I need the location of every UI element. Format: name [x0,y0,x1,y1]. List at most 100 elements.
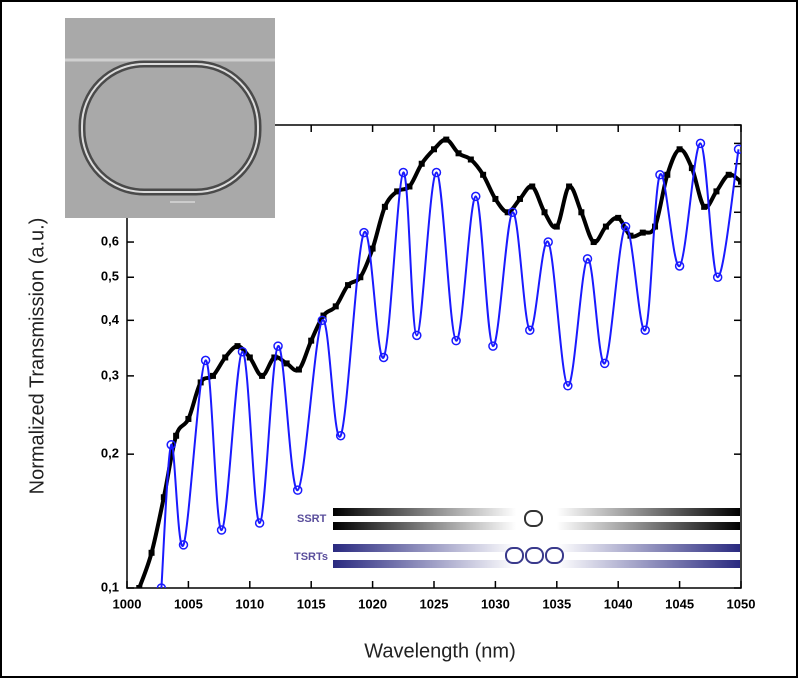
data-point [713,188,720,195]
data-point [246,354,253,361]
data-point [471,191,481,202]
data-point [412,330,422,341]
data-point [541,209,548,216]
x-tick-label: 1020 [358,596,387,611]
data-point [173,432,180,439]
data-point [259,372,266,379]
ring [525,547,544,564]
data-point [725,171,732,178]
data-point [209,372,216,379]
data-point [308,337,315,344]
y-tick-label: 0,3 [101,367,119,382]
data-point [394,188,401,195]
data-point [640,325,650,335]
data-point [295,366,302,373]
data-point [688,165,695,172]
data-point [156,583,167,588]
data-point [406,183,413,190]
data-point [599,358,610,369]
data-point [200,355,211,366]
data-point [674,261,685,271]
data-point [271,354,278,361]
data-point [254,518,265,528]
data-layer [136,136,741,588]
y-tick-label: 0,6 [101,233,119,248]
data-point [455,150,462,157]
y-tick-label: 0,5 [101,269,119,284]
data-point [345,282,352,289]
data-point [451,335,461,346]
series-line [160,142,740,588]
data-point [332,303,339,310]
data-point [701,203,708,210]
data-point [320,312,327,319]
data-point [733,144,741,155]
x-tick-label: 1045 [665,596,694,611]
sem-image [65,18,275,218]
x-tick-label: 1005 [174,596,203,611]
data-point [369,245,376,252]
y-tick-label: 0,1 [101,579,119,594]
x-tick-label: 1040 [604,596,633,611]
data-point [381,203,388,210]
data-point [317,315,328,326]
data-point [712,272,723,282]
y-axis-label: Normalized Transmission (a.u.) [26,218,48,495]
x-tick-label: 1035 [542,596,571,611]
y-tick-label: 0,4 [101,312,120,327]
x-tick-label: 1000 [113,596,142,611]
data-point [655,170,665,180]
data-point [488,341,498,351]
data-point [160,494,167,501]
data-point [516,195,523,202]
data-point [480,171,487,178]
racetrack-edge [81,63,259,193]
ring [524,510,543,527]
legend: SSRT TSRTs [294,508,740,568]
ring [545,547,564,564]
data-point [166,439,176,450]
data-point [620,221,631,232]
data-point [582,254,593,264]
data-point [431,146,437,153]
legend-label: SSRT [297,513,327,525]
x-tick-label: 1025 [420,596,449,611]
data-point [398,167,409,178]
data-point [695,138,706,149]
data-point [529,183,536,190]
data-point [615,214,622,221]
data-point [359,227,369,238]
data-point [639,229,646,236]
ring [505,547,524,564]
data-point [467,156,474,163]
data-point [563,381,573,391]
data-point [378,352,389,363]
data-point [553,223,560,230]
data-point [335,431,346,441]
data-point [283,360,290,367]
data-point [292,485,303,495]
data-point [357,274,364,281]
data-point [543,237,553,247]
y-tick-label: 0,2 [101,446,119,461]
data-point [222,354,229,361]
data-point [136,585,143,588]
x-tick-label: 1050 [727,596,756,611]
data-point [738,178,741,185]
data-point [185,415,192,422]
data-point [525,325,535,335]
data-point [676,146,683,153]
x-axis-label: Wavelength (nm) [364,640,516,662]
data-point [273,341,283,351]
data-point [492,195,499,202]
data-point [216,525,227,535]
data-point [237,346,248,357]
data-point [590,239,597,246]
data-point [507,207,518,218]
data-point [148,549,155,556]
x-tick-label: 1030 [481,596,510,611]
waveguide [333,560,740,568]
data-point [664,171,671,178]
data-point [578,209,585,216]
data-point [504,209,511,216]
